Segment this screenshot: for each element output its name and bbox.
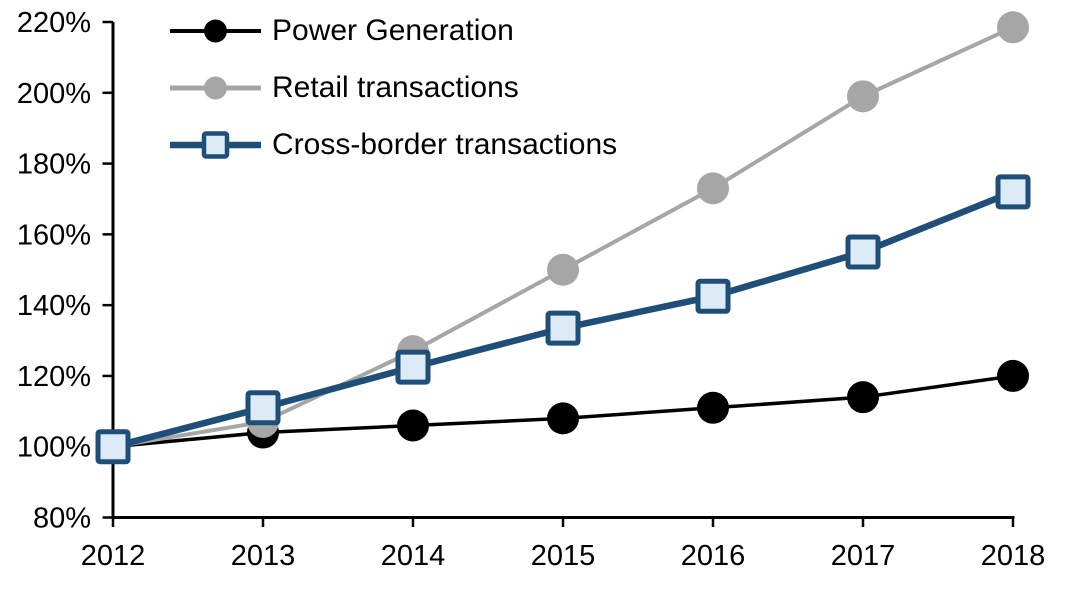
point-cross-border-transactions-2014 xyxy=(395,349,431,385)
legend-line-circle-marker-icon xyxy=(170,76,261,99)
point-retail-transactions-2016 xyxy=(697,172,729,205)
legend-line-circle-marker-icon xyxy=(170,19,261,42)
y-tick-label: 160% xyxy=(17,219,91,251)
point-power-generation-2015 xyxy=(547,402,579,435)
legend-item-retail-transactions: Retail transactions xyxy=(170,59,617,116)
y-tick-label: 100% xyxy=(17,432,91,464)
point-cross-border-transactions-2012 xyxy=(95,429,131,465)
point-cross-border-transactions-2013 xyxy=(245,390,281,426)
point-cross-border-transactions-2016 xyxy=(695,278,731,314)
x-tick-label: 2016 xyxy=(681,540,746,572)
point-power-generation-2014 xyxy=(397,409,429,442)
y-tick-label: 180% xyxy=(17,149,91,181)
y-tick-label: 200% xyxy=(17,78,91,110)
point-retail-transactions-2017 xyxy=(847,80,879,113)
legend-item-cross-border-transactions: Cross-border transactions xyxy=(170,116,617,173)
y-tick-label: 120% xyxy=(17,361,91,393)
point-cross-border-transactions-2015 xyxy=(545,310,581,346)
x-tick-label: 2014 xyxy=(381,540,446,572)
y-tick-label: 220% xyxy=(17,7,91,39)
legend-line-square-marker-icon xyxy=(170,130,261,159)
y-tick-label: 80% xyxy=(33,503,91,535)
point-retail-transactions-2018 xyxy=(997,11,1029,44)
legend-label-cross-border-transactions: Cross-border transactions xyxy=(272,127,618,161)
y-tick-label: 140% xyxy=(17,290,91,322)
legend-label-retail-transactions: Retail transactions xyxy=(272,70,519,104)
legend-item-power-generation: Power Generation xyxy=(170,2,617,59)
x-tick-label: 2013 xyxy=(231,540,296,572)
point-cross-border-transactions-2017 xyxy=(845,234,881,270)
legend-label-power-generation: Power Generation xyxy=(272,13,514,47)
x-tick-label: 2012 xyxy=(81,540,146,572)
chart-legend: Power Generation Retail transactions Cro… xyxy=(170,2,617,173)
point-power-generation-2018 xyxy=(997,359,1029,392)
point-power-generation-2017 xyxy=(847,381,879,414)
point-cross-border-transactions-2018 xyxy=(995,174,1031,210)
point-power-generation-2016 xyxy=(697,391,729,424)
point-retail-transactions-2015 xyxy=(547,253,579,286)
x-tick-label: 2015 xyxy=(531,540,596,572)
x-tick-label: 2018 xyxy=(981,540,1046,572)
x-tick-label: 2017 xyxy=(831,540,896,572)
